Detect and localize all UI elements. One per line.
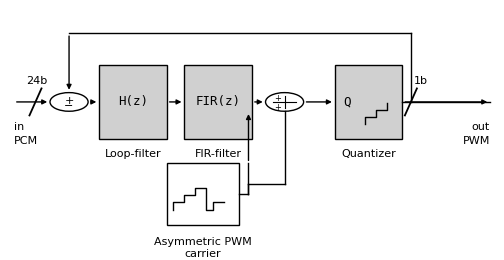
Text: +: + bbox=[275, 102, 281, 112]
Text: in: in bbox=[14, 121, 24, 132]
Text: 24b: 24b bbox=[26, 76, 47, 86]
Bar bbox=[167, 163, 239, 225]
Text: Quantizer: Quantizer bbox=[341, 148, 396, 159]
Text: +: + bbox=[65, 96, 74, 106]
Bar bbox=[99, 65, 167, 139]
Text: FIR-filter: FIR-filter bbox=[195, 148, 241, 159]
Text: FIR(z): FIR(z) bbox=[196, 95, 241, 108]
Text: +: + bbox=[275, 94, 281, 103]
Text: Asymmetric PWM: Asymmetric PWM bbox=[154, 237, 252, 247]
Text: H(z): H(z) bbox=[118, 95, 148, 108]
Text: out: out bbox=[472, 121, 490, 132]
Text: PWM: PWM bbox=[463, 136, 490, 146]
Text: PCM: PCM bbox=[14, 136, 38, 146]
Text: 1b: 1b bbox=[413, 76, 427, 86]
Text: Q: Q bbox=[344, 95, 351, 108]
Text: −: − bbox=[64, 101, 73, 111]
Text: Loop-filter: Loop-filter bbox=[105, 148, 161, 159]
Bar bbox=[184, 65, 252, 139]
Text: carrier: carrier bbox=[185, 249, 221, 259]
Bar bbox=[335, 65, 402, 139]
